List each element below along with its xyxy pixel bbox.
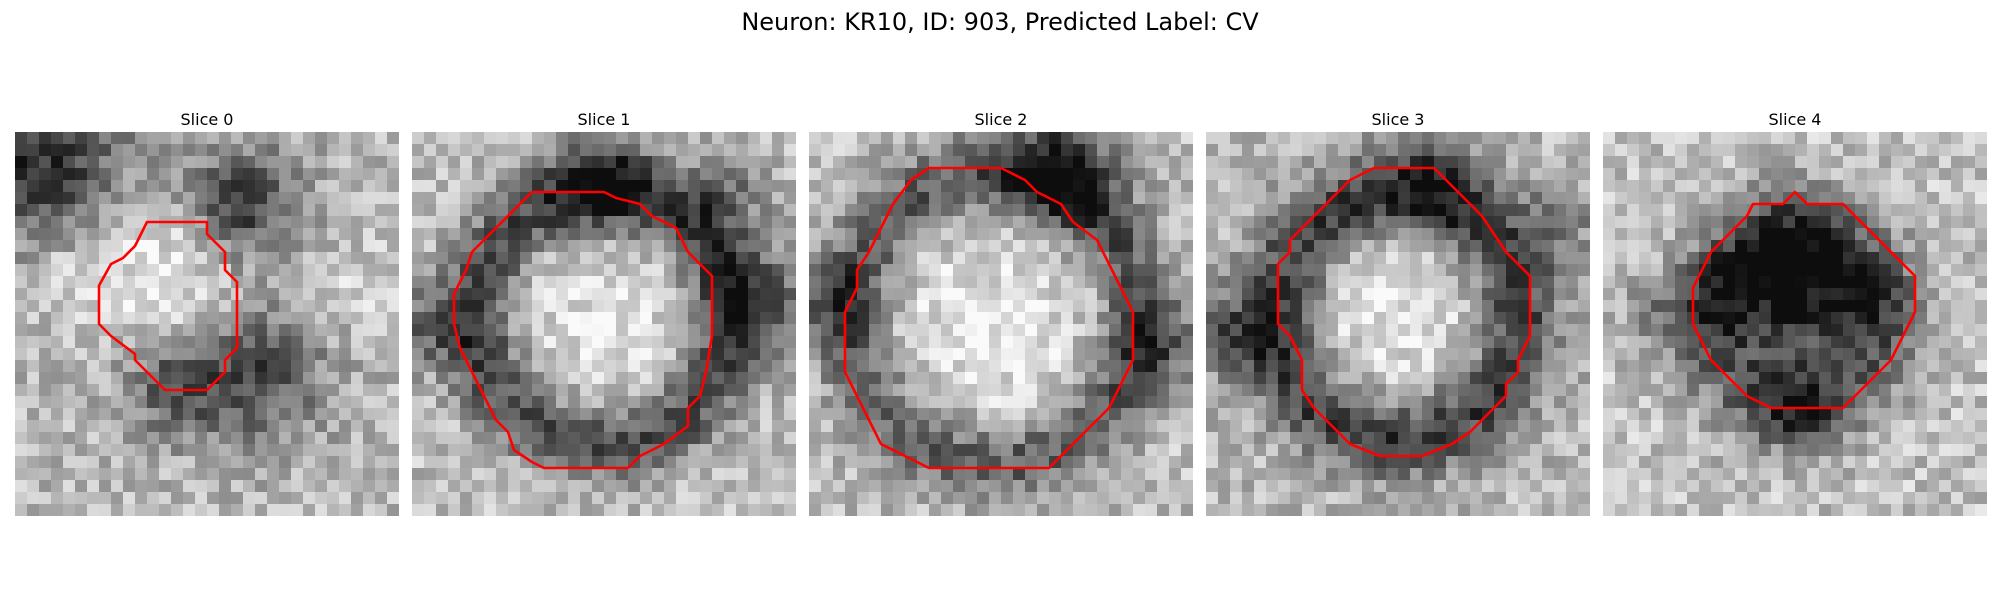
slice-image-1 [412, 132, 796, 516]
slice-panel-1: Slice 1 [412, 108, 796, 516]
slice-panel-0: Slice 0 [15, 108, 399, 516]
slice-title-2: Slice 2 [974, 110, 1028, 129]
pixel-grid [412, 132, 796, 516]
slice-title-1: Slice 1 [577, 110, 631, 129]
slice-title-3: Slice 3 [1371, 110, 1425, 129]
slice-image-3 [1206, 132, 1590, 516]
slice-image-2 [809, 132, 1193, 516]
pixel-grid [15, 132, 399, 516]
figure-title: Neuron: KR10, ID: 903, Predicted Label: … [741, 8, 1259, 36]
roi-contour [843, 166, 1135, 470]
slice-title-4: Slice 4 [1768, 110, 1822, 129]
roi-contour [452, 190, 714, 470]
slice-panel-3: Slice 3 [1206, 108, 1590, 516]
slice-image-4 [1603, 132, 1987, 516]
slice-image-0 [15, 132, 399, 516]
pixel-grid [809, 132, 1193, 516]
slice-panel-4: Slice 4 [1603, 108, 1987, 516]
pixel-grid [1603, 132, 1987, 516]
roi-contour [1691, 190, 1917, 410]
slice-panel-2: Slice 2 [809, 108, 1193, 516]
pixel-grid [1206, 132, 1590, 516]
slice-title-0: Slice 0 [180, 110, 234, 129]
roi-contour [1276, 166, 1532, 458]
roi-contour [97, 220, 239, 392]
